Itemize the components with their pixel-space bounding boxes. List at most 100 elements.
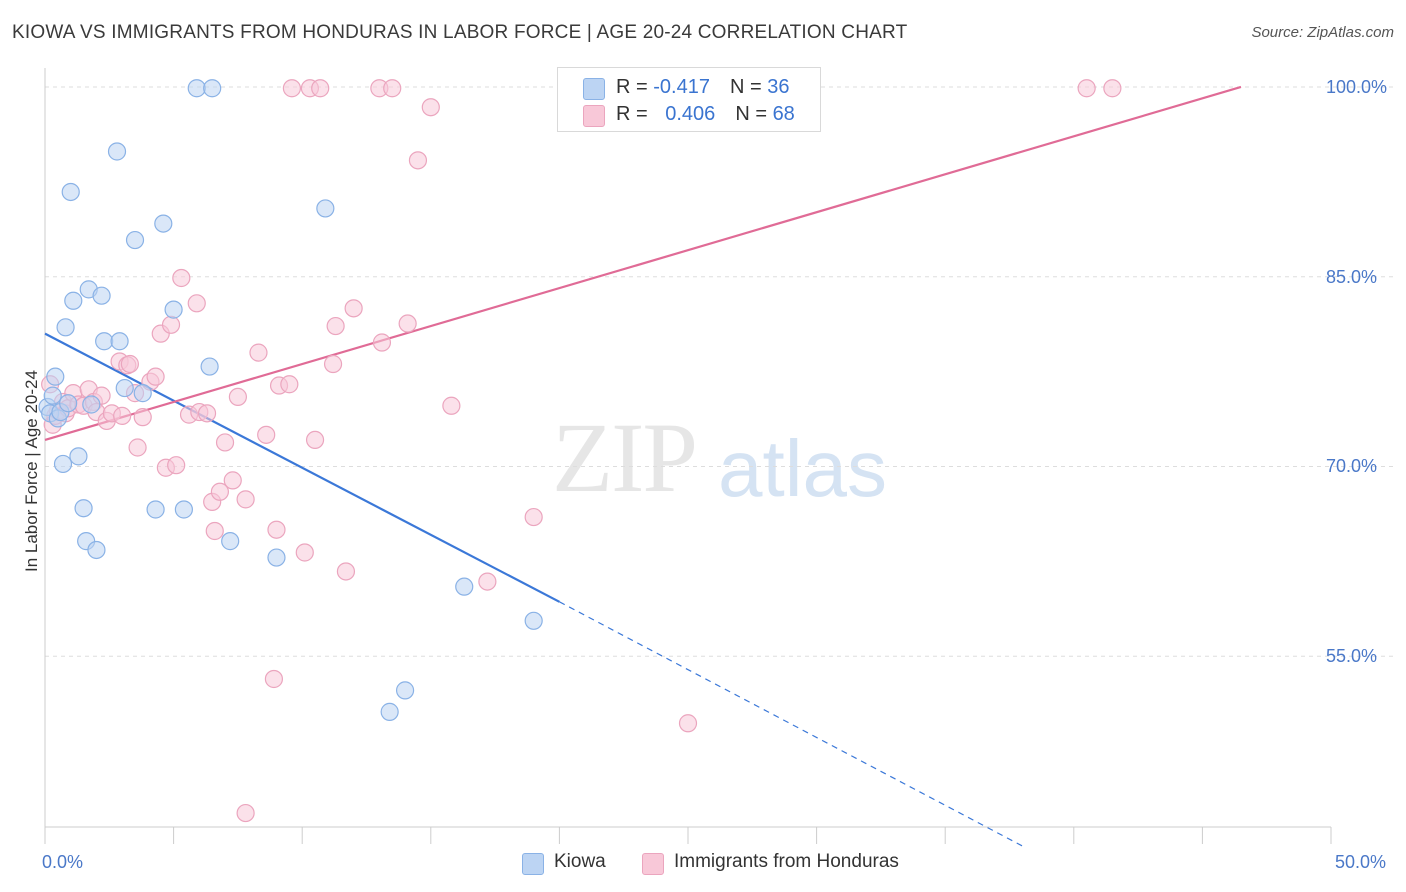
kiowa-point <box>95 332 114 351</box>
honduras-point <box>383 79 402 98</box>
kiowa-point <box>455 577 474 596</box>
honduras-point <box>267 520 286 539</box>
r-value: 0.406 <box>665 103 716 125</box>
kiowa-point <box>154 214 173 233</box>
kiowa-point <box>74 499 93 518</box>
honduras-point <box>133 408 152 427</box>
grid-lines <box>45 86 1394 657</box>
kiowa-point <box>43 386 62 405</box>
honduras-point <box>280 375 299 394</box>
kiowa-point <box>115 378 134 398</box>
honduras-point <box>120 354 139 374</box>
honduras-point <box>678 714 698 733</box>
honduras-point <box>215 433 235 452</box>
n-value: 36 <box>767 76 790 98</box>
honduras-point <box>442 396 461 415</box>
y-tick-label: 100.0% <box>1326 76 1388 97</box>
kiowa-point <box>133 384 152 403</box>
kiowa-point <box>174 500 193 519</box>
kiowa-point <box>267 548 286 567</box>
r-value: -0.417 <box>653 76 710 98</box>
honduras-point <box>172 268 191 288</box>
y-axis-label: In Labor Force | Age 20-24 <box>22 370 41 572</box>
honduras-point <box>1077 79 1096 98</box>
kiowa-point <box>59 394 78 413</box>
source-credit: Source: ZipAtlas.com <box>1251 24 1394 41</box>
n-value: 68 <box>772 103 795 125</box>
kiowa-point <box>395 681 415 700</box>
honduras-point <box>372 333 392 352</box>
chart-title: KIOWA VS IMMIGRANTS FROM HONDURAS IN LAB… <box>12 22 908 43</box>
honduras-swatch <box>583 105 605 127</box>
kiowa-point <box>187 79 206 98</box>
kiowa-point <box>56 318 75 337</box>
kiowa-point <box>221 532 240 551</box>
kiowa-point <box>524 611 543 630</box>
kiowa-point <box>61 182 80 202</box>
honduras-point <box>282 79 302 98</box>
honduras-point <box>524 507 543 527</box>
kiowa-point <box>203 79 222 98</box>
honduras-point <box>311 79 330 98</box>
kiowa-point <box>125 230 145 250</box>
honduras-point <box>167 456 186 475</box>
n-label: N = <box>729 76 768 98</box>
x-tick-label-max: 50.0% <box>1335 852 1387 872</box>
honduras-point <box>305 430 325 450</box>
kiowa-trend-line <box>44 332 560 603</box>
honduras-point <box>323 354 343 374</box>
legend-label: Kiowa <box>554 851 606 872</box>
correlation-legend: R = -0.417 N = 36 R = 0.406 N = 68 <box>557 67 821 132</box>
kiowa-point <box>46 367 65 386</box>
legend-row-honduras-text: R = 0.406 N = 68 <box>616 103 795 126</box>
x-tick-label-min: 0.0% <box>42 852 84 872</box>
r-label: R = <box>616 76 654 98</box>
honduras-point <box>236 803 255 823</box>
kiowa-point <box>53 454 73 474</box>
honduras-point <box>197 404 217 423</box>
honduras-point <box>210 482 229 501</box>
n-label: N = <box>735 103 773 125</box>
honduras-point <box>478 572 497 591</box>
honduras-point <box>257 425 276 444</box>
kiowa-point <box>146 500 165 519</box>
series-honduras-points <box>41 79 1122 823</box>
honduras-point <box>146 367 165 386</box>
honduras-point <box>264 669 284 689</box>
honduras-point <box>113 406 132 425</box>
kiowa-point <box>316 199 335 218</box>
honduras-point <box>236 490 255 509</box>
honduras-point <box>398 314 417 333</box>
kiowa-point <box>82 395 101 414</box>
honduras-point <box>205 521 224 541</box>
kiowa-point <box>64 291 83 310</box>
honduras-point <box>128 438 147 457</box>
watermark-zip: ZIP <box>552 402 698 513</box>
kiowa-point <box>164 300 183 319</box>
kiowa-point <box>92 286 111 305</box>
honduras-point <box>295 543 314 562</box>
kiowa-trend-extension <box>559 601 1023 847</box>
honduras-point <box>344 299 363 318</box>
honduras-point <box>336 562 356 581</box>
kiowa-point <box>69 447 88 466</box>
honduras-point <box>223 471 242 490</box>
honduras-point <box>187 294 206 313</box>
legend-label: Immigrants from Honduras <box>674 851 899 872</box>
honduras-point <box>249 343 268 362</box>
honduras-point <box>326 316 345 336</box>
honduras-point <box>408 151 428 170</box>
kiowa-point <box>380 702 399 721</box>
kiowa-point <box>87 540 106 560</box>
honduras-point <box>421 98 440 117</box>
axes <box>44 68 1332 844</box>
honduras-swatch <box>642 853 664 875</box>
y-tick-label: 55.0% <box>1326 646 1378 667</box>
honduras-point <box>228 387 247 406</box>
trend-lines <box>44 85 1242 847</box>
honduras-trend-line <box>44 85 1242 441</box>
r-label: R = <box>616 103 654 125</box>
honduras-point <box>161 315 181 334</box>
honduras-point <box>1103 79 1122 98</box>
